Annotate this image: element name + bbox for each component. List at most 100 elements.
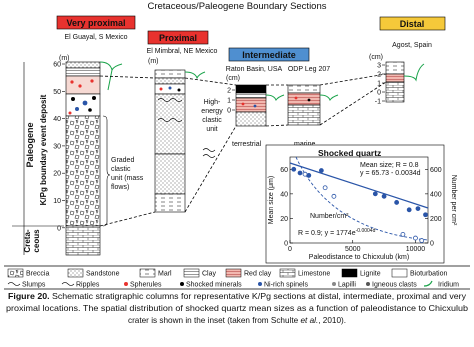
- scale-unit: (m): [148, 58, 159, 65]
- y2-axis-label: Number per cm²: [450, 175, 457, 226]
- legend-label: Slumps: [22, 282, 46, 289]
- y2-tick-label: 400: [430, 191, 442, 198]
- legend-label: Sandstone: [86, 271, 120, 278]
- annotation-line: flows): [111, 184, 129, 191]
- x-tick-label: 10000: [406, 246, 426, 253]
- scale-label: 50: [53, 89, 61, 96]
- data-point: [413, 235, 418, 241]
- data-point: [394, 200, 400, 205]
- column-label: marine: [294, 141, 316, 148]
- legend-swatch: [366, 282, 370, 286]
- period-label: Paleogene: [25, 122, 35, 167]
- y-tick-label: 40: [280, 191, 288, 198]
- x-tick-label: 5000: [345, 246, 361, 253]
- scale-label: 20: [53, 171, 61, 178]
- period-label: ceous: [32, 229, 41, 253]
- annotation: Graded clastic unit (mass flows): [111, 157, 144, 191]
- data-point: [419, 238, 425, 243]
- legend: Breccia Sandstone Marl Clay Red clay Limeston…: [4, 265, 470, 290]
- legend-swatch: [391, 268, 408, 278]
- legend-label: Bioturbation: [410, 271, 447, 278]
- y2-tick-label: 200: [430, 216, 442, 223]
- y-tick-label: 20: [280, 216, 288, 223]
- fit-exponent: -0.0004d: [356, 228, 376, 234]
- column-distal: [385, 61, 405, 103]
- scale-label: 1: [377, 81, 381, 88]
- caption-text: crater is shown in the inset (taken from…: [128, 316, 300, 325]
- fit-label: y = 65.73 - 0.0034d: [360, 170, 421, 177]
- scale-label: 0: [227, 108, 231, 115]
- legend-label: Breccia: [26, 271, 49, 278]
- legend-swatch: [124, 282, 128, 286]
- column-header: Very proximal: [66, 18, 125, 28]
- caption-text: et al.: [300, 316, 318, 325]
- column-header: Intermediate: [242, 50, 296, 60]
- annotation-line: Graded: [111, 157, 134, 164]
- legend-swatch: [423, 280, 433, 287]
- data-point: [381, 193, 387, 199]
- scale-label: 2: [227, 88, 231, 95]
- data-point: [406, 207, 412, 213]
- data-point: [302, 171, 308, 177]
- legend-label: Lignite: [360, 271, 381, 278]
- legend-swatch: [183, 268, 200, 278]
- period-label: K/Pg boundary event deposit: [39, 94, 48, 205]
- period-label: Creta-: [23, 229, 32, 252]
- legend-swatch: [7, 282, 21, 286]
- data-point: [318, 168, 324, 173]
- legend-label: Clay: [202, 271, 217, 278]
- legend-swatch: [258, 282, 262, 286]
- fit-label: Number/cm²: [310, 213, 349, 220]
- legend-label: Limestone: [298, 271, 330, 278]
- scale-label: 40: [53, 116, 61, 123]
- scale-label: 0: [377, 90, 381, 97]
- x-axis-label: Paleodistance to Chicxulub (km): [309, 254, 409, 261]
- legend-label: Red clay: [244, 271, 272, 278]
- site-name: Agost, Spain: [392, 42, 432, 49]
- legend-label: Ni-rich spinels: [264, 282, 308, 289]
- caption-text: Schematic stratigraphic columns for repr…: [52, 292, 467, 301]
- data-point: [400, 231, 406, 237]
- legend-swatch: [7, 268, 24, 278]
- legend-label: Marl: [158, 271, 172, 278]
- legend-swatch: [67, 268, 84, 278]
- caption-label: Figure 20.: [8, 292, 50, 301]
- annotation-line: clastic: [111, 166, 131, 173]
- site-name: ODP Leg 207: [288, 66, 330, 73]
- scale-label: 1: [227, 98, 231, 105]
- y2-tick-label: 0: [430, 241, 434, 248]
- legend-swatch: [225, 268, 242, 278]
- data-point: [331, 193, 337, 199]
- annotation-line: unit: [206, 126, 217, 133]
- data-point: [423, 212, 428, 218]
- plot-area: [289, 156, 429, 244]
- column-intermediate: [235, 84, 321, 127]
- y-tick-label: 0: [284, 241, 288, 248]
- legend-label: Spherules: [130, 282, 162, 289]
- scale-label: -1: [375, 99, 381, 106]
- annotation: High-energy clastic unit: [201, 99, 223, 133]
- legend-label: Iridium: [438, 282, 459, 289]
- scale-label: 10: [53, 198, 61, 205]
- column-proximal: [154, 69, 186, 213]
- site-name: El Guayal, S Mexico: [64, 34, 127, 41]
- y-axis-label: Mean size (μm): [268, 176, 275, 224]
- y-tick-label: 60: [280, 167, 288, 174]
- caption-line: crater is shown in the inset (taken from…: [128, 316, 346, 325]
- fit-label: Mean size; R = 0.8: [360, 162, 419, 169]
- scale-unit: (m): [59, 55, 70, 62]
- data-point: [415, 206, 421, 212]
- y2-tick-label: 600: [430, 167, 442, 174]
- annotation-line: energy: [201, 108, 223, 115]
- data-point: [372, 191, 378, 197]
- legend-label: Igneous clasts: [372, 282, 417, 289]
- header-box: [56, 15, 136, 30]
- scale-label: 2: [377, 72, 381, 79]
- trend-curve: [295, 156, 429, 241]
- iridium-curve: [403, 63, 425, 82]
- legend-swatch: [341, 268, 358, 278]
- header-box: [228, 47, 310, 62]
- caption-line: proximal locations. The spatial distribu…: [6, 304, 468, 313]
- legend-swatch: [180, 282, 184, 286]
